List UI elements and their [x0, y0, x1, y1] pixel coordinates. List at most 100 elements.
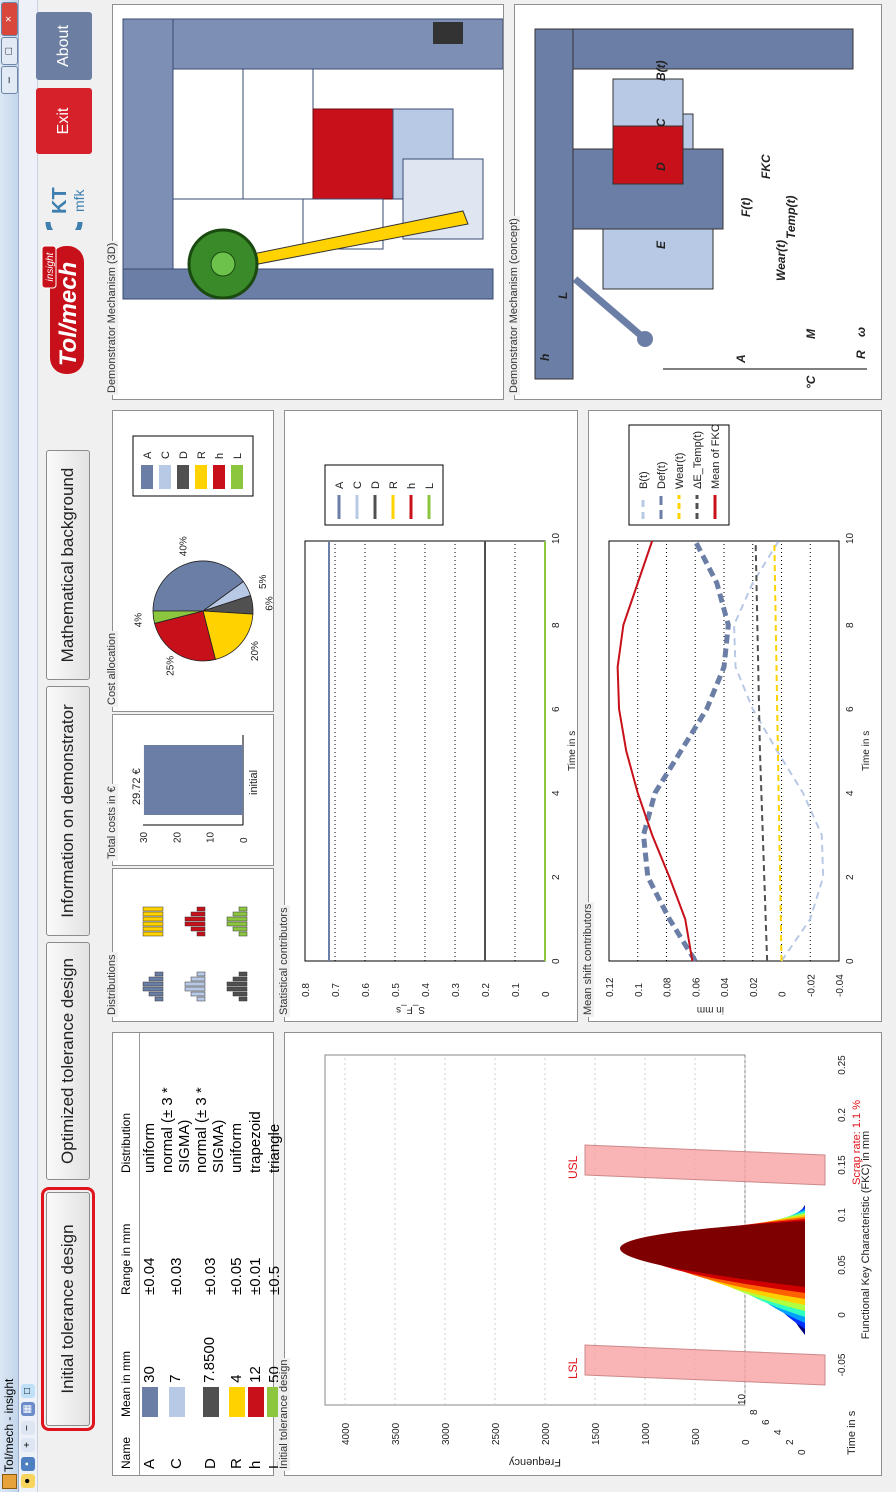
row-mean-cell: 30	[140, 1301, 160, 1423]
zoom-in-icon[interactable]: +	[21, 1438, 35, 1452]
wheel-hub	[210, 251, 236, 277]
header-distribution: Distribution	[113, 1033, 140, 1179]
tolmech-logo-text: Tol/mech	[55, 262, 82, 366]
mean-shift-title: Mean shift contributors	[582, 901, 594, 1017]
x-tick-label: 0.1	[837, 1208, 848, 1222]
tab-initial-design[interactable]: Initial tolerance design	[45, 1165, 91, 1453]
distribution-bar	[238, 996, 248, 1002]
y-tick-label: 0.06	[691, 977, 702, 997]
row-range: ±0.5	[266, 1265, 283, 1295]
distribution-bar	[196, 906, 206, 912]
row-distribution: normal (± 3 * SIGMA)	[159, 1087, 193, 1173]
y-tick-label: 0.8	[301, 983, 312, 997]
y-tick-label: 10	[206, 831, 217, 843]
legend-label: R	[388, 481, 400, 489]
y-tick-label: 0.08	[663, 977, 674, 997]
row-mean-cell: 7.8500	[193, 1301, 227, 1423]
series-line-meanoffkc	[616, 540, 694, 962]
distribution-bar	[226, 916, 248, 922]
distribution-bar	[190, 976, 206, 982]
mechanism-3d-panel: Demonstrator Mechanism (3D)	[106, 4, 504, 400]
table-row[interactable]: h 12 ±0.01 trapezoid	[246, 1033, 265, 1475]
save-icon[interactable]: ▪	[21, 1457, 35, 1471]
concept-label: L	[556, 292, 570, 299]
distribution-bar	[226, 986, 248, 992]
about-button[interactable]: About	[36, 12, 92, 80]
zoom-out-icon[interactable]: −	[21, 1421, 35, 1435]
upper-block-face	[242, 68, 314, 200]
distribution-bar	[184, 921, 206, 927]
concept-label: B(t)	[654, 60, 668, 81]
y-tick-label: 0	[541, 991, 552, 997]
surface-band	[620, 1221, 805, 1287]
legend-swatch	[141, 465, 153, 489]
x-axis-label: Functional Key Characteristic (FKC) in m…	[860, 1131, 872, 1339]
z-tick-label: 0	[741, 1439, 752, 1445]
kit-logo-sub: mfk	[71, 188, 87, 212]
concept-label: E	[654, 240, 668, 249]
grid-icon[interactable]: ▦	[21, 1402, 35, 1416]
distribution-bar	[148, 991, 164, 997]
legend-label: D	[178, 451, 190, 459]
y-tick-label: 0.2	[481, 983, 492, 997]
tab-optimized-design[interactable]: Optimized tolerance design	[46, 942, 90, 1180]
row-mean: 4	[227, 1374, 245, 1383]
y-tick-label: 0.4	[421, 983, 432, 997]
time-tick-label: 6	[761, 1419, 772, 1425]
total-costs-panel: Total costs in € 0 10 20 30 29.72 € initial	[106, 714, 274, 866]
color-swatch	[142, 1387, 159, 1417]
row-range: ±0.03	[201, 1257, 219, 1295]
tolmech-logo: Tol/mech insight	[40, 242, 88, 378]
distribution-bar	[196, 996, 206, 1002]
table-row[interactable]: C 7 ±0.03 normal (± 3 * SIGMA)	[159, 1033, 193, 1475]
x-tick-label: 0.15	[837, 1155, 848, 1175]
distribution-bar	[232, 976, 248, 982]
distributions-title: Distributions	[106, 952, 118, 1017]
tab-information[interactable]: Information on demonstrator	[46, 686, 90, 936]
concept-d-block	[612, 78, 684, 127]
lsl-label: LSL	[566, 1357, 580, 1379]
total-costs-title: Total costs in €	[106, 784, 118, 861]
title-bar: Tol/mech - insight – □ ×	[0, 0, 19, 1492]
distribution-bar	[196, 971, 206, 977]
distribution-bar	[142, 911, 164, 917]
total-costs-chart: 0 10 20 30 29.72 € initial	[131, 735, 260, 843]
parameters-body: A 30 ±0.04 uniform C 7 ±0.03 normal (± 3 * SI…	[140, 1033, 285, 1475]
table-row[interactable]: D 7.8500 ±0.03 normal (± 3 * SIGMA)	[193, 1033, 227, 1475]
tab-math-background[interactable]: Mathematical background	[46, 450, 90, 680]
distribution-bar	[232, 991, 248, 997]
legend-label: A	[142, 451, 154, 459]
y-tick-label: 0.04	[720, 977, 731, 997]
distribution-bar	[226, 981, 248, 987]
tolmech-logo-graphic: Tol/mech insight	[41, 245, 84, 374]
row-mean-cell: 12	[246, 1301, 265, 1423]
distribution-bar	[142, 906, 164, 912]
usl-label: USL	[566, 1155, 580, 1179]
mechanism-3d-title: Demonstrator Mechanism (3D)	[106, 240, 118, 395]
y-tick-label: -0.04	[835, 974, 846, 997]
mean-shift-panel: Mean shift contributors -0.04 -0.02 0 0.02 0…	[582, 410, 882, 1022]
open-icon[interactable]: ●	[21, 1474, 35, 1488]
time-axis-label: Time in s	[846, 1410, 858, 1455]
legend-label: C	[160, 451, 172, 459]
heated-block	[312, 108, 394, 200]
y-tick-label: 30	[139, 831, 150, 843]
exit-button[interactable]: Exit	[36, 88, 92, 154]
x-axis-label: Time in s	[567, 731, 577, 771]
distributions-panel: Distributions	[106, 868, 274, 1022]
table-row[interactable]: R 4 ±0.05 uniform	[227, 1033, 246, 1475]
maximize-button[interactable]: □	[1, 37, 18, 65]
row-mean: 7	[167, 1374, 185, 1383]
window-icon[interactable]: □	[21, 1384, 35, 1398]
distribution-bar	[232, 911, 248, 917]
x-tick-label: 0	[837, 1312, 848, 1318]
close-button[interactable]: ×	[1, 2, 18, 36]
histogram-3d-plot: 05001000150020002500300035004000Frequenc…	[324, 1054, 872, 1468]
distribution-bar	[190, 911, 206, 917]
parameters-panel: Name Mean in mm Range in mm Distribution…	[112, 1032, 284, 1476]
table-row[interactable]: A 30 ±0.04 uniform	[140, 1033, 160, 1475]
minimize-button[interactable]: –	[1, 66, 18, 94]
fan-motor	[433, 22, 463, 44]
